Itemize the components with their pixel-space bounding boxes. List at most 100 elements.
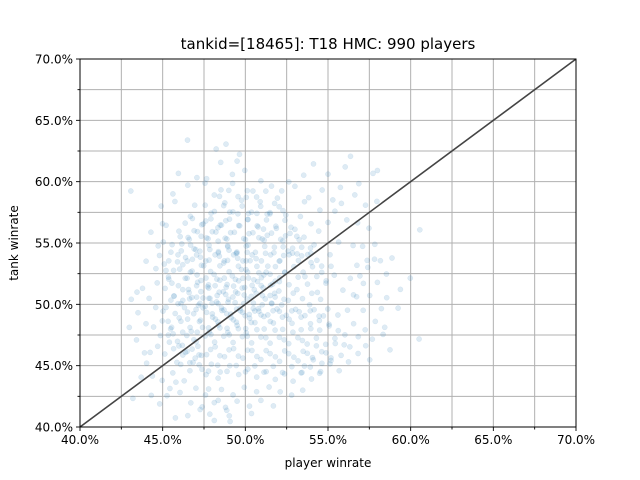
data-point: [371, 241, 378, 248]
data-point: [347, 153, 354, 160]
data-point: [172, 198, 178, 205]
data-point: [281, 296, 287, 303]
data-point: [276, 358, 283, 365]
data-point: [204, 283, 211, 290]
data-point: [374, 167, 381, 174]
data-point: [207, 295, 213, 302]
data-point: [188, 328, 195, 335]
data-point: [195, 302, 202, 309]
data-point: [292, 226, 298, 233]
data-point: [246, 315, 253, 321]
data-point: [250, 300, 257, 306]
data-point: [337, 184, 344, 191]
data-point: [264, 312, 271, 318]
data-point: [234, 322, 240, 329]
data-point: [211, 271, 217, 278]
data-point: [184, 137, 191, 143]
data-point: [156, 252, 163, 259]
data-point: [366, 225, 372, 232]
data-point: [243, 330, 250, 336]
data-point: [319, 187, 326, 193]
data-point: [245, 216, 251, 223]
data-point: [184, 412, 191, 419]
data-point: [253, 374, 260, 380]
data-point: [277, 388, 284, 395]
data-point: [346, 343, 353, 350]
data-point: [243, 266, 249, 273]
data-point: [292, 306, 299, 313]
data-point: [320, 313, 327, 319]
data-point: [179, 286, 186, 293]
data-point: [338, 352, 344, 359]
data-point: [220, 260, 227, 266]
data-point: [187, 399, 194, 406]
data-point: [374, 198, 380, 205]
data-point: [209, 310, 216, 317]
data-point: [268, 230, 275, 236]
data-point: [167, 385, 173, 392]
data-point: [244, 296, 250, 302]
data-point: [202, 303, 209, 310]
data-point: [380, 331, 386, 338]
data-point: [134, 289, 140, 295]
data-point: [198, 262, 205, 269]
data-point: [307, 245, 314, 251]
data-point: [181, 377, 188, 384]
data-point: [212, 282, 218, 289]
data-point: [309, 263, 316, 270]
data-point: [366, 356, 373, 363]
data-point: [161, 261, 168, 267]
data-point: [256, 234, 262, 241]
data-point: [175, 300, 181, 307]
data-point: [217, 277, 223, 284]
data-point: [195, 343, 201, 350]
data-point: [251, 286, 258, 293]
data-point: [272, 223, 279, 230]
data-point: [235, 371, 242, 378]
data-point: [229, 180, 236, 187]
data-point: [383, 271, 390, 277]
data-point: [185, 234, 191, 241]
data-point: [212, 343, 219, 350]
data-point: [235, 222, 242, 229]
data-point: [203, 309, 210, 316]
data-point: [232, 289, 239, 295]
data-point: [208, 210, 214, 217]
data-point: [324, 306, 331, 312]
data-point: [177, 389, 183, 396]
data-point: [282, 217, 288, 224]
data-point: [295, 357, 301, 364]
data-point: [158, 203, 165, 209]
data-point: [224, 325, 230, 332]
data-point: [165, 274, 172, 280]
data-point: [304, 281, 311, 287]
data-point: [350, 242, 356, 249]
data-point: [221, 307, 227, 313]
data-point: [176, 315, 183, 321]
data-point: [220, 288, 227, 295]
data-point: [189, 256, 196, 263]
data-point: [247, 257, 253, 264]
data-point: [205, 285, 212, 291]
data-point: [254, 326, 260, 333]
data-point: [163, 222, 169, 229]
y-tick-label: 50.0%: [35, 298, 73, 312]
data-point: [184, 348, 190, 355]
data-point: [242, 368, 249, 375]
data-point: [335, 312, 341, 318]
data-point: [260, 226, 267, 232]
data-point: [298, 244, 305, 251]
data-point: [292, 183, 298, 190]
data-point: [244, 249, 251, 256]
data-point: [179, 297, 186, 304]
data-point: [207, 268, 214, 275]
data-point: [243, 257, 250, 264]
data-point: [211, 399, 218, 406]
data-point: [187, 213, 194, 220]
data-point: [255, 305, 262, 312]
data-point: [223, 284, 230, 291]
data-point: [196, 352, 202, 358]
y-tick-label: 55.0%: [35, 237, 73, 251]
data-point: [156, 401, 163, 407]
data-point: [174, 258, 181, 265]
